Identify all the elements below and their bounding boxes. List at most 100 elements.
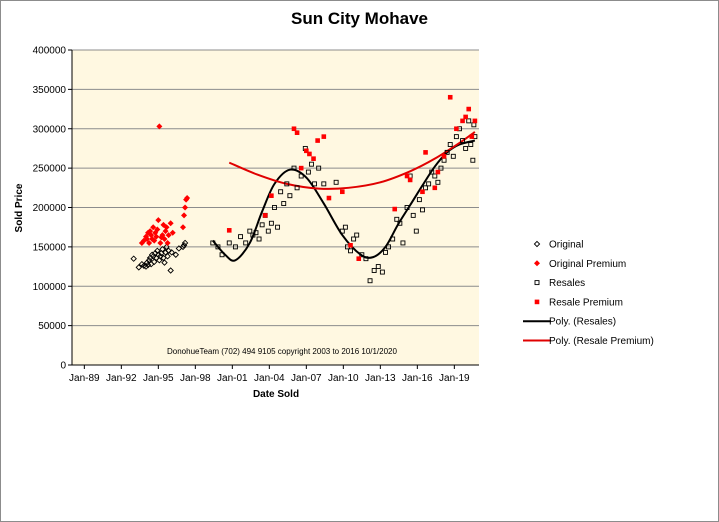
y-tick-label: 200000 [33,203,67,214]
resales-point [333,179,339,185]
resales-point [232,244,238,250]
legend-resale-premium-swatch [534,299,540,305]
original-point [168,249,175,256]
resale-premium-point [298,165,304,171]
resales-point [447,142,453,147]
resale-premium-point [291,126,297,132]
resale-premium-point [441,154,447,159]
resales-point [466,118,472,124]
y-tick-label: 50000 [38,321,66,332]
resale-premium-point [321,134,327,139]
y-tick-label: 100000 [33,282,67,293]
legend-original-premium-label: Original Premium [549,259,626,270]
resales-point [397,220,403,226]
resale-premium-point [294,130,300,135]
resales-point [275,224,281,230]
resale-premium-point [262,213,268,218]
resales-point [287,193,293,199]
y-tick-label: 350000 [33,85,67,96]
resales-point [435,179,441,185]
original-point [143,259,151,266]
resale-premium-point [435,169,441,175]
resale-premium-point [454,126,459,132]
original-point [172,251,180,258]
resales-point [342,224,348,230]
resales-point [444,149,450,155]
original-point [142,263,150,270]
resale-premium-point [269,193,274,198]
resales-point [265,228,271,234]
resales-point [363,256,369,262]
resales-point [386,244,392,250]
resales-point [309,161,314,167]
resales-point [291,165,297,171]
y-axis-label: Sold Price [14,183,25,232]
resale-premium-point [460,118,465,124]
resale-premium-point [340,189,345,195]
original-point [135,264,143,271]
resale-premium-point [392,206,398,212]
legend-poly-resales-label: Poly. (Resales) [549,317,616,328]
resale-premium-point [469,134,475,139]
y-tick-label: 250000 [33,164,67,175]
original-premium-point [167,220,174,227]
resales-point [359,252,365,258]
resales-point [316,165,322,171]
resales-point [226,240,232,246]
resales-point [404,205,410,210]
y-tick-label: 0 [60,361,66,372]
resale-premium-point [356,256,362,261]
original-point [165,247,172,255]
resales-point [238,234,244,240]
x-tick-label: Jan-01 [217,373,248,384]
original-premium-point [154,226,161,233]
original-premium-point [164,239,171,246]
resales-point [253,230,259,236]
resales-point [394,216,400,222]
legend-resale-premium-label: Resale Premium [549,297,623,308]
resales-point [259,222,265,228]
resales-point [367,278,373,284]
original-point [181,239,189,247]
resales-point [294,185,300,191]
resales-point [278,189,284,195]
resale-premium-point [447,94,453,100]
original-premium-point [157,239,164,246]
resales-point [219,252,225,258]
x-tick-label: Jan-98 [180,373,211,384]
data-marks [130,94,478,284]
x-axis-label: Date Sold [253,389,299,400]
original-point [164,253,171,260]
resales-point [339,228,345,234]
resales-point [453,134,459,140]
resales-point [284,181,290,187]
legend-resales-label: Resales [549,278,585,289]
legend-original-label: Original [549,240,583,251]
resales-point [413,228,419,234]
resale-premium-point [315,138,320,143]
x-tick-label: Jan-92 [106,373,137,384]
chart-title: Sun City Mohave [291,9,428,28]
resales-point [351,236,357,242]
resales-point [383,249,388,255]
x-tick-label: Jan-07 [291,373,322,384]
resales-point [416,197,422,203]
resales-point [426,181,432,187]
resales-point [468,142,474,147]
legend-original-premium-swatch [534,260,540,267]
resales-point [460,138,466,144]
resales-point [305,169,311,175]
legend-poly-resale-premium-label: Poly. (Resale Premium) [549,336,654,347]
original-point [156,257,163,264]
original-premium-point [180,224,186,231]
legend-original-swatch [533,240,541,248]
resale-premium-point [326,195,332,201]
resale-premium-point [407,177,413,183]
resale-premium-point [466,106,472,112]
resales-point [268,220,274,226]
resales-point [272,205,277,210]
resales-point [438,165,444,171]
original-premium-point [181,212,188,219]
resales-point [281,201,287,207]
